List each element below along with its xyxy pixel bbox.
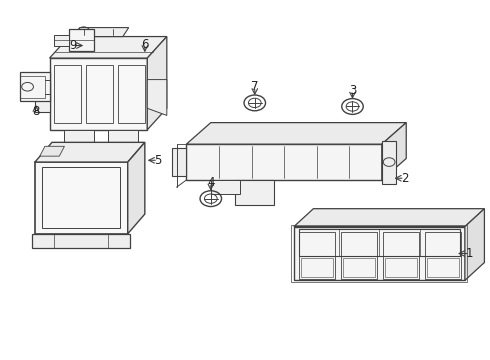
- Polygon shape: [128, 142, 145, 234]
- Bar: [299, 256, 335, 279]
- Text: 5: 5: [154, 154, 162, 167]
- Polygon shape: [35, 142, 145, 162]
- Polygon shape: [64, 130, 94, 144]
- Bar: [301, 258, 333, 277]
- Polygon shape: [211, 180, 240, 194]
- Bar: [425, 232, 462, 256]
- Polygon shape: [294, 226, 465, 280]
- Bar: [427, 258, 459, 277]
- Polygon shape: [35, 83, 49, 112]
- Polygon shape: [20, 72, 49, 101]
- Polygon shape: [382, 123, 406, 180]
- Polygon shape: [186, 123, 406, 144]
- Polygon shape: [74, 28, 129, 37]
- Text: 1: 1: [466, 247, 473, 260]
- Text: 9: 9: [69, 39, 76, 52]
- Polygon shape: [49, 58, 147, 130]
- Polygon shape: [108, 130, 138, 144]
- Polygon shape: [40, 146, 65, 156]
- Text: 2: 2: [401, 172, 409, 185]
- Polygon shape: [147, 80, 167, 116]
- Polygon shape: [465, 209, 485, 280]
- Polygon shape: [49, 37, 167, 58]
- Text: 8: 8: [32, 105, 40, 118]
- Text: 6: 6: [141, 38, 148, 51]
- Bar: [385, 258, 417, 277]
- Bar: [383, 256, 419, 279]
- Polygon shape: [235, 180, 274, 205]
- Text: 4: 4: [207, 176, 215, 189]
- Polygon shape: [294, 209, 485, 226]
- Polygon shape: [35, 162, 128, 234]
- Bar: [425, 256, 462, 279]
- Polygon shape: [69, 30, 94, 51]
- Bar: [341, 232, 377, 256]
- Text: 3: 3: [349, 84, 356, 97]
- Polygon shape: [147, 37, 167, 130]
- Text: 7: 7: [251, 80, 259, 93]
- Polygon shape: [186, 144, 382, 180]
- Polygon shape: [32, 234, 130, 248]
- Bar: [299, 232, 335, 256]
- Bar: [343, 258, 375, 277]
- Polygon shape: [54, 35, 69, 45]
- Polygon shape: [382, 140, 396, 184]
- Polygon shape: [172, 148, 186, 176]
- Bar: [383, 232, 419, 256]
- Bar: [341, 256, 377, 279]
- Bar: [299, 229, 460, 256]
